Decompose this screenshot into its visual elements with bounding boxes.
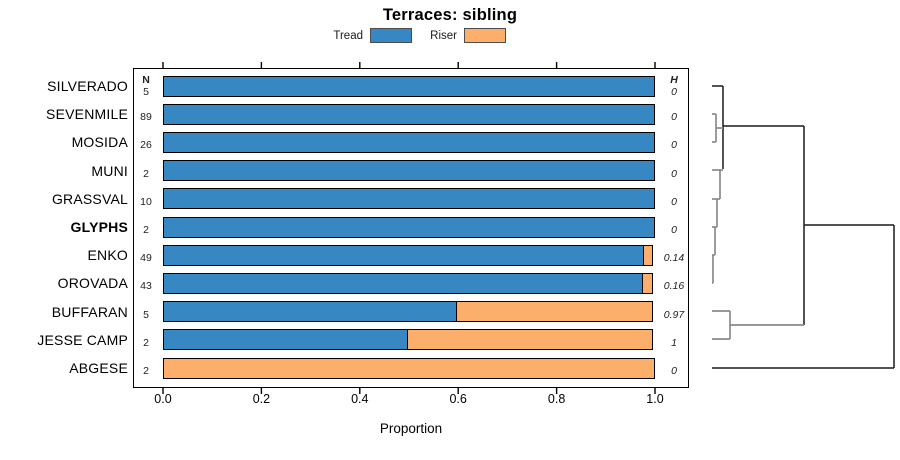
stacked-bar [163, 103, 655, 125]
stacked-bar [163, 357, 655, 379]
row-n-value: 2 [143, 167, 149, 180]
chart-row: GRASSVAL 10 0 [0, 185, 900, 213]
x-axis-title: Proportion [379, 421, 443, 436]
stacked-bar [163, 188, 655, 210]
bar-segment-riser [407, 329, 654, 351]
bar-segment-tread [163, 75, 655, 97]
stacked-bar [163, 329, 654, 351]
legend-swatch-riser-icon [464, 28, 506, 43]
row-h-value: 0.97 [663, 308, 685, 321]
row-n-value: 2 [143, 365, 149, 377]
bar-segment-tread [163, 160, 655, 182]
row-category-label: MUNI [91, 162, 128, 179]
bar-segment-riser [643, 244, 654, 266]
row-category-label: BUFFARAN [51, 303, 128, 320]
bar-segment-riser [642, 272, 654, 294]
bar-segment-tread [163, 131, 655, 153]
row-n-value: 2 [143, 336, 149, 349]
bar-segment-tread [163, 272, 644, 294]
row-h-value: 0 [671, 195, 677, 208]
row-n-value: 89 [140, 111, 152, 124]
row-n-value: 26 [140, 139, 152, 152]
legend-swatch-tread-icon [370, 28, 412, 43]
legend-label-tread: Tread [333, 30, 363, 42]
chart-row: MOSIDA 26 0 [0, 128, 900, 156]
chart-title: Terraces: sibling [382, 6, 518, 24]
bar-segment-tread [163, 188, 655, 210]
stacked-bar [163, 244, 654, 266]
row-n-value: 2 [143, 224, 149, 236]
stacked-bar [163, 272, 654, 294]
row-n-value: 49 [140, 252, 152, 265]
row-category-label: SEVENMILE [46, 106, 128, 123]
row-category-label: JESSE CAMP [37, 331, 128, 348]
stacked-bar [163, 75, 655, 97]
row-category-label: ABGESE [69, 360, 128, 376]
chart-row: JESSE CAMP 2 1 [0, 326, 900, 354]
chart-row: ABGESE 2 0 [0, 354, 900, 382]
row-h-value: 0 [671, 167, 677, 180]
stacked-bar [163, 131, 655, 153]
x-tick-label: 0.6 [449, 392, 467, 406]
x-tick-label: 0.0 [154, 392, 172, 406]
row-h-value: 1 [671, 336, 677, 349]
bar-segment-riser [163, 357, 655, 379]
chart-row: MUNI 2 0 [0, 157, 900, 185]
row-h-value: 0.16 [663, 280, 685, 293]
chart-row: OROVADA 43 0.16 [0, 269, 900, 297]
row-category-label: GRASSVAL [51, 190, 128, 207]
bar-segment-tread [163, 103, 655, 125]
stacked-bar [163, 216, 655, 238]
legend-label-riser: Riser [430, 30, 457, 42]
row-category-label: SILVERADO [47, 78, 128, 94]
chart-row: SEVENMILE 89 0 [0, 100, 900, 128]
chart-row: GLYPHS 2 0 [0, 213, 900, 241]
row-h-value: 0 [671, 139, 677, 152]
row-h-value: 0 [671, 224, 677, 236]
row-category-label: ENKO [87, 247, 128, 264]
bar-segment-tread [163, 216, 655, 238]
bar-segment-riser [456, 301, 654, 323]
x-tick-label: 0.8 [547, 392, 566, 406]
stacked-bar [163, 301, 654, 323]
bar-segment-tread [163, 244, 645, 266]
row-n-value: 10 [140, 195, 152, 208]
x-tick-label: 1.0 [646, 392, 664, 406]
row-category-label: GLYPHS [70, 219, 128, 235]
row-h-value: 0 [671, 111, 677, 124]
x-tick-label: 0.4 [351, 392, 369, 406]
row-h-value: 0 [671, 365, 677, 377]
row-h-value: 0.14 [663, 252, 685, 265]
row-n-value: 43 [140, 280, 152, 293]
bar-segment-tread [163, 301, 458, 323]
stacked-bar [163, 160, 655, 182]
bar-segment-tread [163, 329, 409, 351]
chart-row: BUFFARAN 5 0.97 [0, 298, 900, 326]
row-category-label: MOSIDA [71, 134, 128, 151]
x-tick-label: 0.2 [252, 392, 271, 406]
chart-row: ENKO 49 0.14 [0, 241, 900, 269]
row-category-label: OROVADA [57, 275, 128, 292]
row-n-value: 5 [143, 308, 149, 321]
